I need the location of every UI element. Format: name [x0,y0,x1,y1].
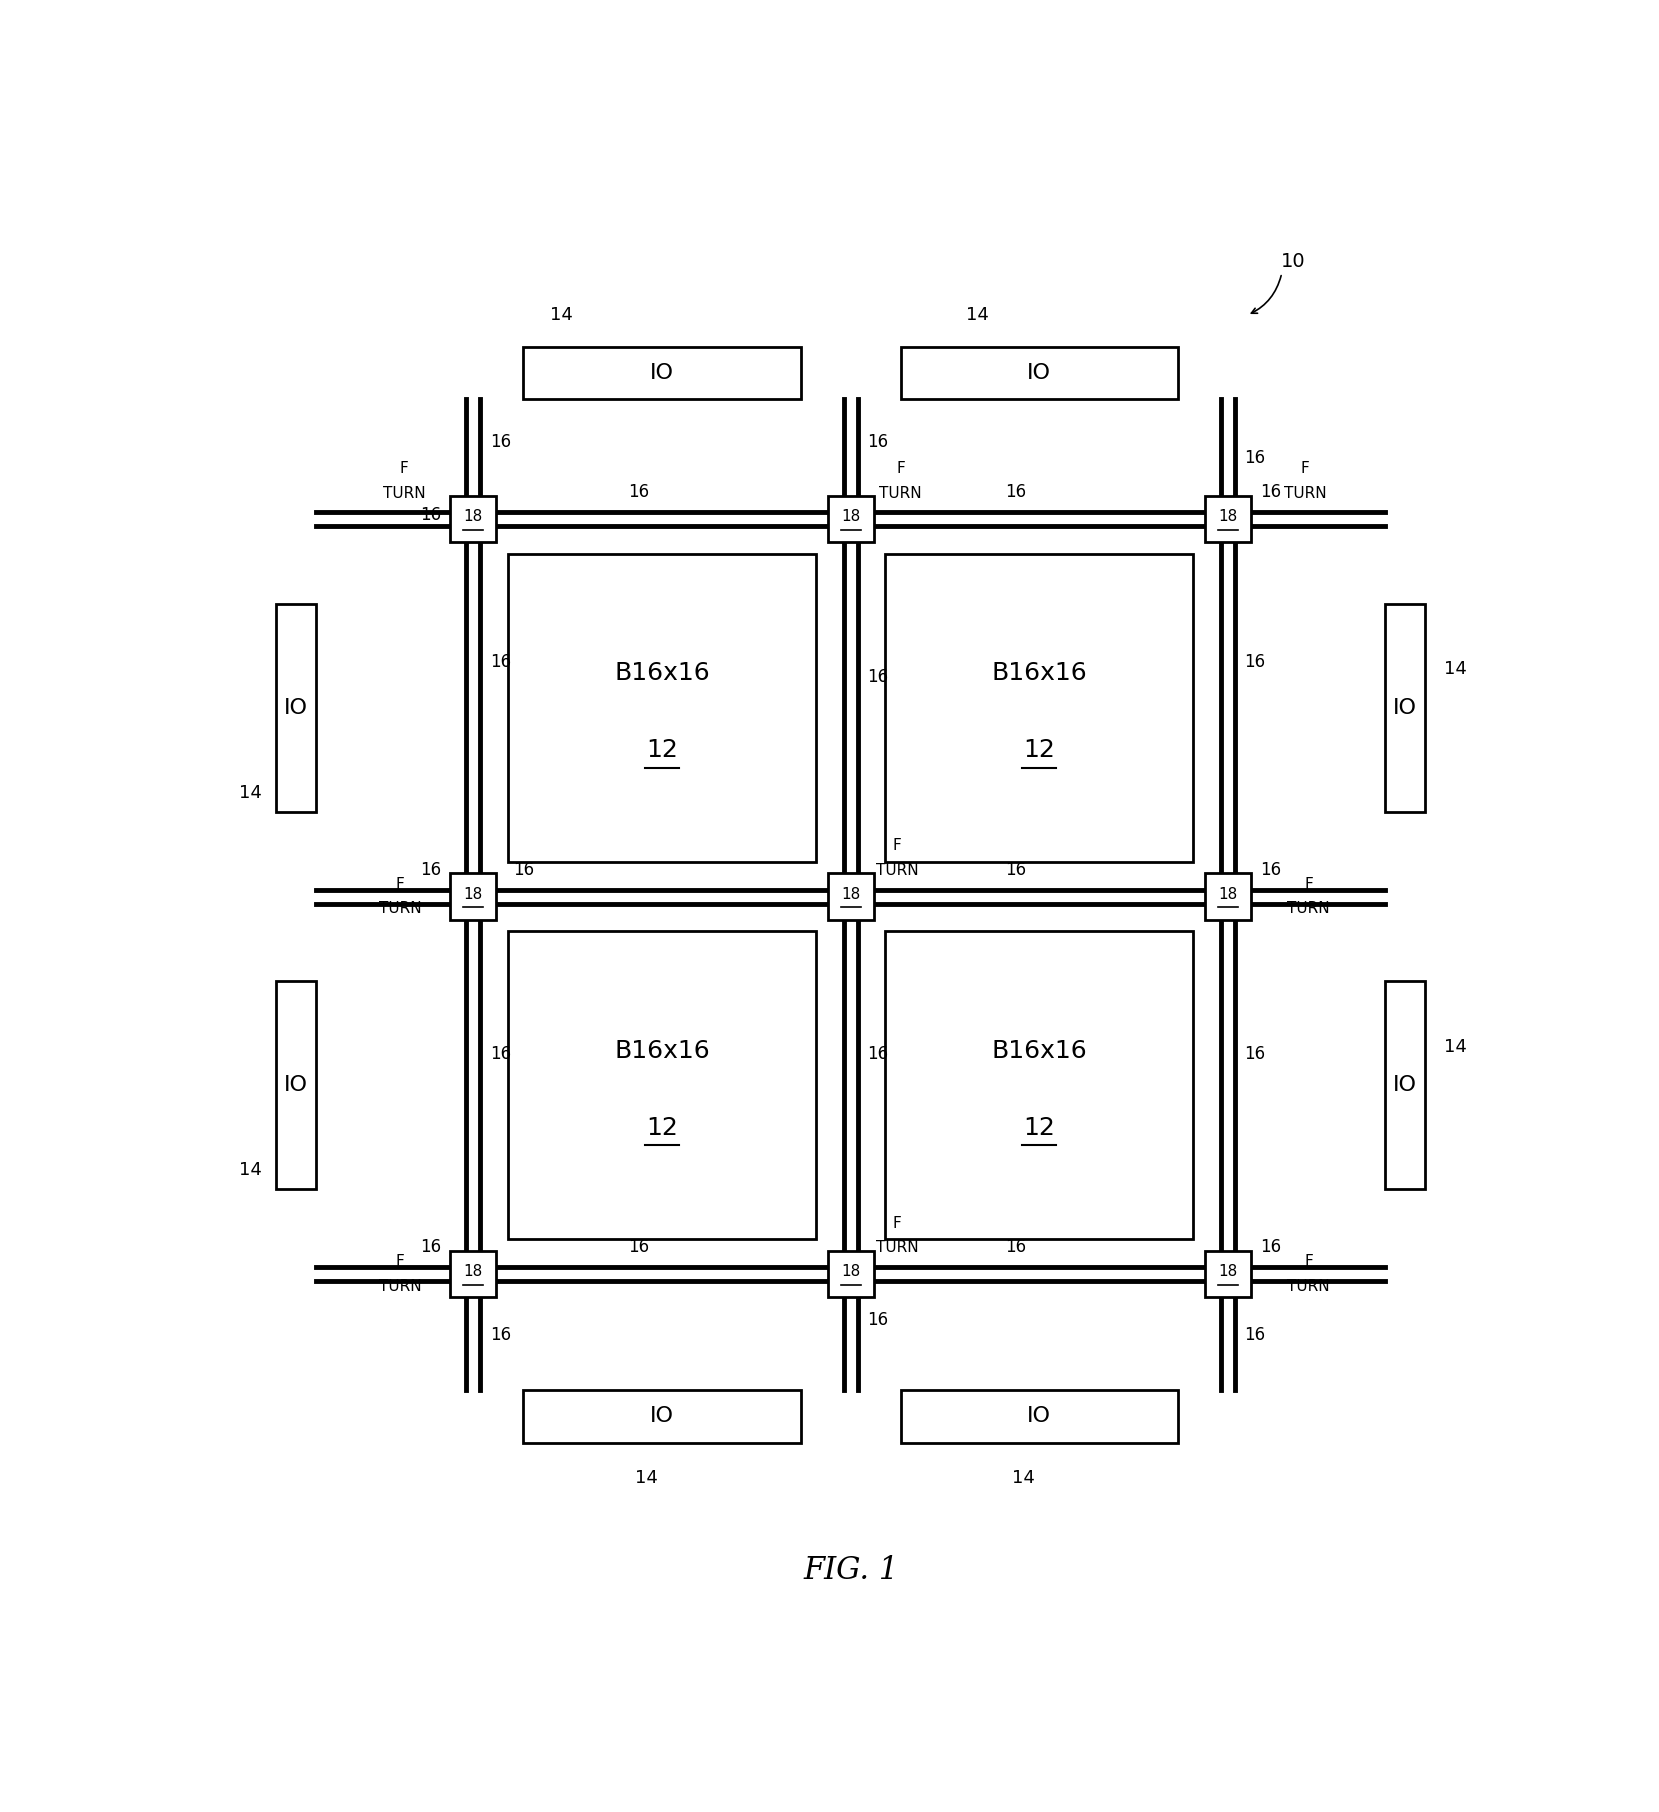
Text: IO: IO [1027,1406,1052,1426]
Text: 16: 16 [420,861,441,879]
Text: 16: 16 [420,1238,441,1256]
Text: 16: 16 [868,1312,888,1328]
Text: 16: 16 [513,861,534,879]
Text: IO: IO [1027,362,1052,382]
Text: TURN: TURN [1287,901,1331,917]
Bar [828,1250,874,1297]
Text: IO: IO [650,1406,674,1426]
Text: 16: 16 [1005,484,1027,502]
Text: B16x16: B16x16 [614,661,710,685]
Text: F: F [1304,877,1314,892]
Bar [275,603,317,812]
Text: 14: 14 [966,306,989,324]
Text: 16: 16 [1259,861,1281,879]
Text: F: F [1304,1254,1314,1268]
Text: F: F [1301,460,1309,477]
Text: 18: 18 [841,886,861,902]
Bar [1385,982,1425,1189]
Bar [1204,496,1251,542]
Text: 14: 14 [1012,1470,1035,1488]
Text: 16: 16 [1244,1046,1266,1064]
Text: 16: 16 [489,433,511,451]
Bar [901,1390,1178,1442]
Text: TURN: TURN [378,901,421,917]
Bar [886,554,1193,863]
Bar [450,873,496,920]
Text: 16: 16 [629,1238,649,1256]
Text: IO: IO [650,362,674,382]
Text: FIG. 1: FIG. 1 [803,1555,898,1586]
Text: 12: 12 [645,1116,679,1140]
Text: B16x16: B16x16 [992,1038,1087,1062]
Bar [1385,603,1425,812]
Bar [508,554,816,863]
Text: 16: 16 [1005,1238,1027,1256]
Text: 16: 16 [868,433,888,451]
Text: 16: 16 [868,1046,888,1064]
Text: 16: 16 [629,484,649,502]
Text: 18: 18 [1218,509,1238,524]
Bar [523,1390,801,1442]
Text: 16: 16 [1259,484,1281,502]
Bar [901,346,1178,399]
Text: B16x16: B16x16 [614,1038,710,1062]
Text: 14: 14 [635,1470,659,1488]
Text: 12: 12 [645,737,679,763]
Text: TURN: TURN [383,486,425,500]
Text: 12: 12 [1024,737,1055,763]
Bar [450,496,496,542]
Text: 16: 16 [1244,449,1266,467]
Bar [508,931,816,1239]
Text: 14: 14 [239,1161,262,1180]
Bar [1204,1250,1251,1297]
Bar [886,931,1193,1239]
Text: B16x16: B16x16 [992,661,1087,685]
Bar [828,873,874,920]
Text: 12: 12 [1024,1116,1055,1140]
Text: 16: 16 [1244,652,1266,670]
Text: TURN: TURN [876,863,917,877]
Text: F: F [896,460,906,477]
Bar [828,496,874,542]
Text: IO: IO [1394,1075,1417,1094]
Text: TURN: TURN [1284,486,1326,500]
Text: 18: 18 [465,1265,483,1279]
Text: TURN: TURN [876,1239,917,1256]
Text: F: F [397,1254,405,1268]
Text: IO: IO [1394,698,1417,718]
Text: F: F [893,839,901,853]
Bar [523,346,801,399]
Text: 16: 16 [489,652,511,670]
Text: F: F [893,1216,901,1230]
Text: TURN: TURN [879,486,922,500]
Text: 18: 18 [841,509,861,524]
Text: IO: IO [284,1075,309,1094]
Bar [450,1250,496,1297]
Text: 18: 18 [1218,886,1238,902]
Text: 14: 14 [551,306,574,324]
Text: 16: 16 [868,669,888,687]
Text: 16: 16 [1244,1326,1266,1345]
Text: TURN: TURN [1287,1279,1331,1294]
Text: 18: 18 [465,509,483,524]
Text: 16: 16 [489,1326,511,1345]
Text: IO: IO [284,698,309,718]
Bar [275,982,317,1189]
Text: 16: 16 [1005,861,1027,879]
Text: 10: 10 [1281,252,1306,270]
Text: 16: 16 [489,1046,511,1064]
Text: 18: 18 [465,886,483,902]
Bar [1204,873,1251,920]
Text: 14: 14 [1443,660,1467,678]
Text: 18: 18 [841,1265,861,1279]
Text: 16: 16 [420,506,441,524]
Text: 18: 18 [1218,1265,1238,1279]
Text: 16: 16 [1259,1238,1281,1256]
Text: 14: 14 [1443,1038,1467,1056]
Text: TURN: TURN [378,1279,421,1294]
Text: F: F [397,877,405,892]
Text: F: F [400,460,408,477]
Text: 14: 14 [239,783,262,801]
